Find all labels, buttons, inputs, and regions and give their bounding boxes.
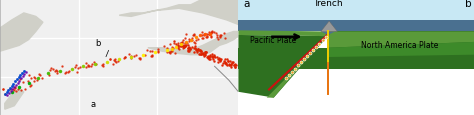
Bar	[238, 21, 474, 32]
Text: a: a	[243, 0, 249, 9]
Text: North America Plate: North America Plate	[361, 41, 438, 50]
Polygon shape	[321, 32, 335, 36]
Polygon shape	[321, 22, 337, 32]
Polygon shape	[238, 31, 328, 37]
Polygon shape	[5, 90, 24, 109]
Polygon shape	[328, 32, 474, 48]
Bar	[238, 0, 474, 21]
Polygon shape	[328, 32, 474, 69]
Text: Trench: Trench	[313, 0, 343, 8]
Text: b: b	[95, 39, 101, 48]
Polygon shape	[328, 32, 474, 48]
Polygon shape	[0, 14, 43, 52]
Text: a: a	[91, 99, 96, 108]
Polygon shape	[238, 48, 474, 69]
Text: Pacific Plate: Pacific Plate	[250, 36, 296, 45]
Text: b: b	[465, 0, 471, 9]
Polygon shape	[148, 32, 238, 55]
Polygon shape	[119, 0, 238, 25]
Polygon shape	[267, 32, 328, 98]
Polygon shape	[238, 36, 328, 98]
Polygon shape	[328, 43, 474, 58]
